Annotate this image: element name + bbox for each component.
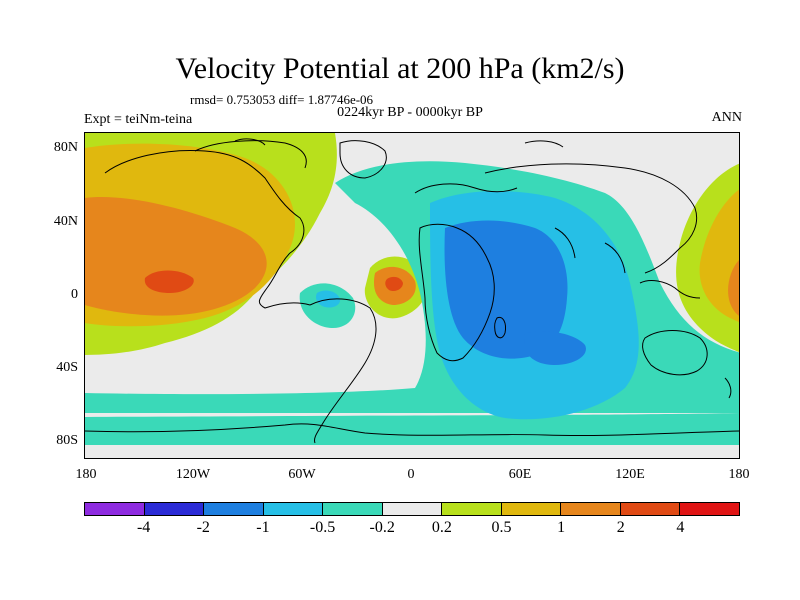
colorbar-segment (204, 503, 264, 515)
colorbar-label: 4 (676, 519, 685, 536)
colorbar-segment (442, 503, 502, 515)
stats-text: rmsd= 0.753053 diff= 1.87746e-06 (190, 92, 374, 107)
colorbar-segment (620, 503, 681, 515)
plot-title: Velocity Potential at 200 hPa (km2/s) (175, 52, 625, 85)
antarctic-neutral (85, 445, 739, 458)
colorbar-label: 2 (616, 519, 625, 536)
lat-label-80n: 80N (53, 140, 78, 155)
colorbar-segment (85, 503, 145, 515)
lon-label-0: 0 (407, 467, 415, 482)
colorbar-segment (263, 503, 324, 515)
colorbar-segment (323, 503, 383, 515)
indian-negative-blue-south (524, 331, 586, 365)
lon-label-60e: 60E (508, 467, 532, 482)
lat-label-80s: 80S (56, 433, 78, 448)
coastlines (85, 138, 739, 444)
colorbar-label: -1 (256, 519, 270, 536)
season-label: ANN (711, 110, 742, 125)
lon-label-180e: 180 (728, 467, 750, 482)
colorbar-label: -4 (136, 519, 151, 536)
lon-label-120e: 120E (615, 467, 645, 482)
wpacific-positive-orange (728, 260, 739, 316)
lat-label-40s: 40S (56, 360, 78, 375)
colorbar-label: 0.5 (491, 519, 512, 536)
colorbar-label: 1 (557, 519, 566, 536)
colorbar-segment (501, 503, 562, 515)
pacific-positive-orange (85, 197, 267, 316)
atlantic-positive-core (385, 276, 403, 292)
colorbar-segment (561, 503, 621, 515)
experiment-label: Expt = teiNm-teina (84, 112, 193, 127)
colorbar-label: -0.2 (369, 519, 395, 536)
subtitle: 0224kyr BP - 0000kyr BP (337, 105, 483, 120)
lon-label-180w: 180 (75, 467, 97, 482)
pacific-positive-core (144, 270, 194, 293)
colorbar-label: -2 (196, 519, 210, 536)
colorbar-segment (680, 503, 740, 515)
lon-label-120w: 120W (175, 467, 211, 482)
map-panel (84, 132, 740, 459)
colorbar-segment (382, 503, 443, 515)
colorbar-label: -0.5 (309, 519, 336, 536)
lat-label-eq: 0 (71, 287, 78, 302)
map-svg (85, 133, 739, 458)
lat-label-40n: 40N (53, 214, 78, 229)
colorbar-segment (144, 503, 205, 515)
lon-label-60w: 60W (288, 467, 316, 482)
colorbar (84, 502, 740, 516)
colorbar-label: 0.2 (431, 519, 452, 536)
indian-negative-blue (444, 220, 568, 359)
